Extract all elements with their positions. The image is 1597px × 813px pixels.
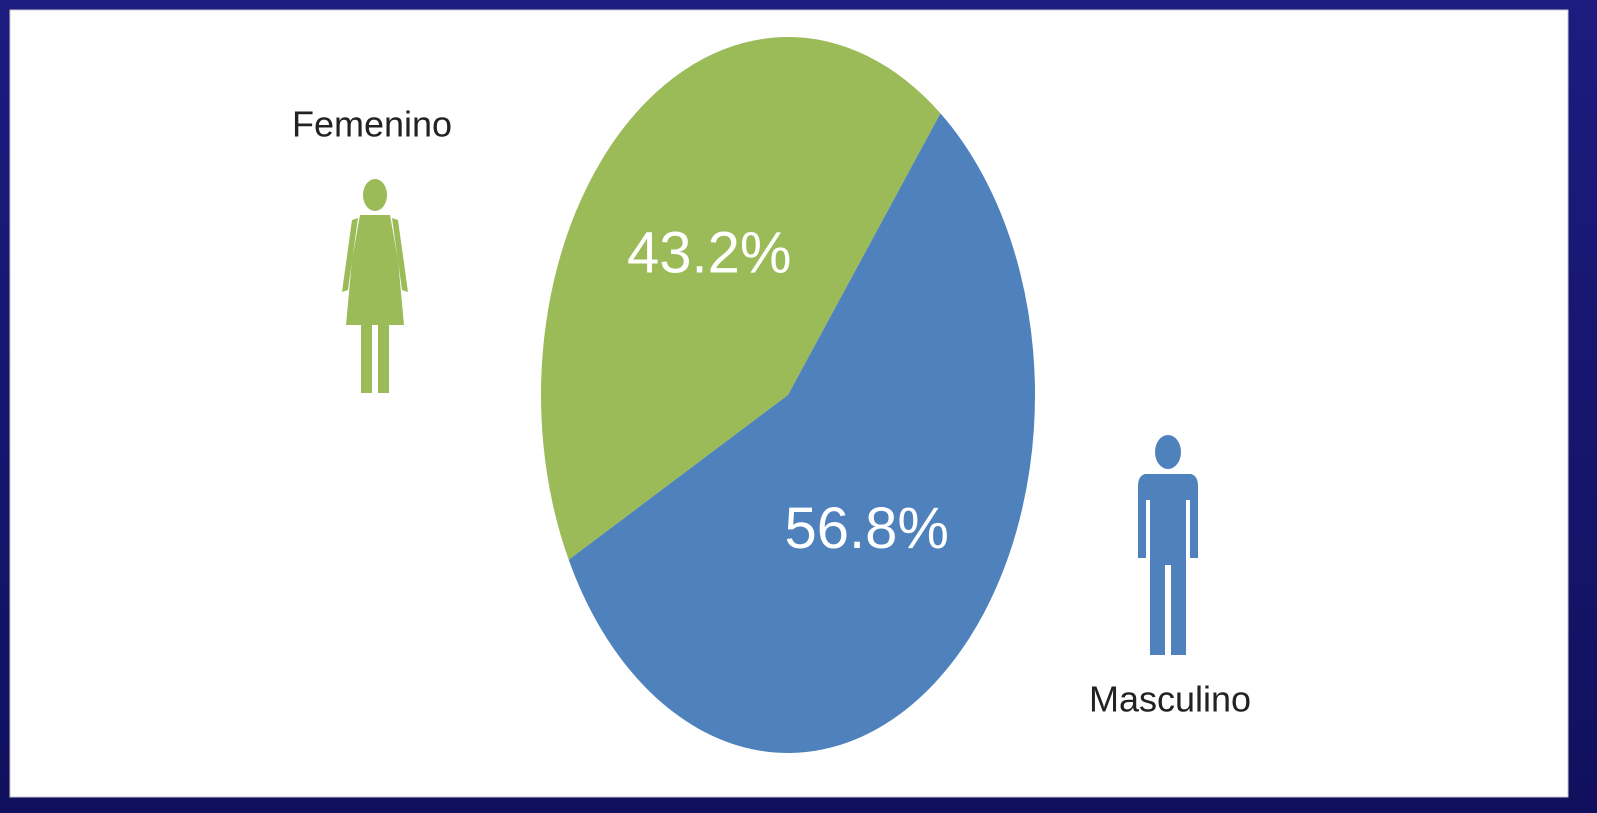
category-label: Femenino (292, 104, 452, 145)
value-label: 56.8% (785, 496, 949, 561)
category-label: Masculino (1089, 679, 1251, 720)
female-icon (342, 179, 408, 393)
pie-slice (568, 113, 1035, 754)
male-icon (1138, 435, 1198, 655)
pie-slice (541, 37, 941, 560)
value-label: 43.2% (627, 220, 791, 285)
